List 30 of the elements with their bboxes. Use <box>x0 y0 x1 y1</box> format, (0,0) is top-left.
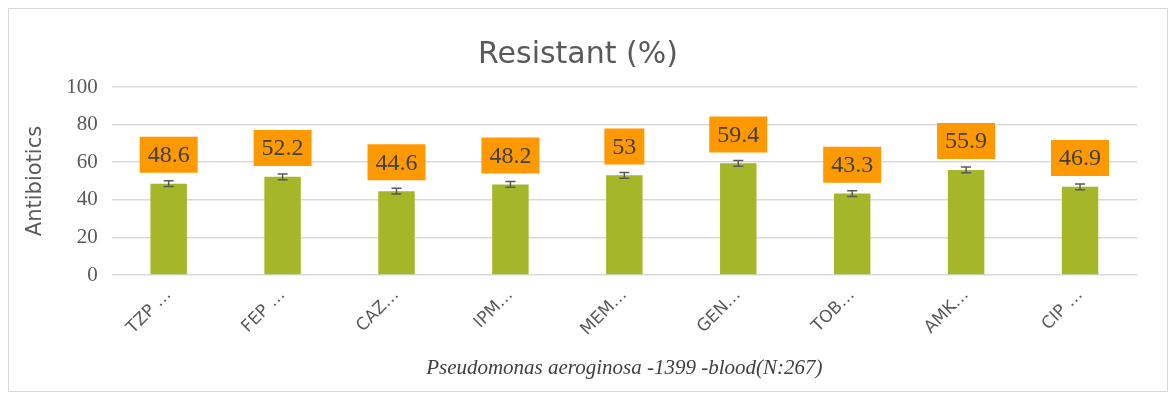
bar <box>947 169 985 275</box>
data-label: 48.2 <box>489 141 532 168</box>
data-label: 43.3 <box>831 151 874 178</box>
bar <box>606 175 643 275</box>
y-tick-label: 100 <box>66 73 98 98</box>
y-axis-title: Antibiotics <box>22 125 47 237</box>
y-tick-label: 20 <box>76 223 98 248</box>
data-label: 48.6 <box>147 141 190 168</box>
bar <box>492 184 529 275</box>
data-label: 59.4 <box>717 120 760 147</box>
y-tick-label: 80 <box>76 111 98 136</box>
bar <box>150 183 187 275</box>
bar <box>378 191 415 275</box>
bar <box>1061 186 1099 275</box>
x-tick-label: FEP … <box>236 284 289 336</box>
x-tick-label: TZP … <box>121 284 175 338</box>
bar <box>720 163 757 275</box>
data-label: 44.6 <box>375 148 418 175</box>
x-axis-title: Pseudomonas aeroginosa -1399 -blood(N:267) <box>425 354 823 379</box>
data-label: 52.2 <box>261 134 304 161</box>
data-label: 55.9 <box>945 127 988 154</box>
bar <box>264 176 301 275</box>
y-tick-label: 60 <box>76 148 98 173</box>
y-tick-label: 0 <box>87 261 98 286</box>
data-label: 53 <box>612 132 637 159</box>
y-tick-label: 40 <box>76 186 98 211</box>
data-label: 46.9 <box>1059 144 1102 171</box>
chart-title: Resistant (%) <box>478 34 678 70</box>
x-tick-label: CIP … <box>1036 284 1086 334</box>
bar <box>833 193 871 275</box>
